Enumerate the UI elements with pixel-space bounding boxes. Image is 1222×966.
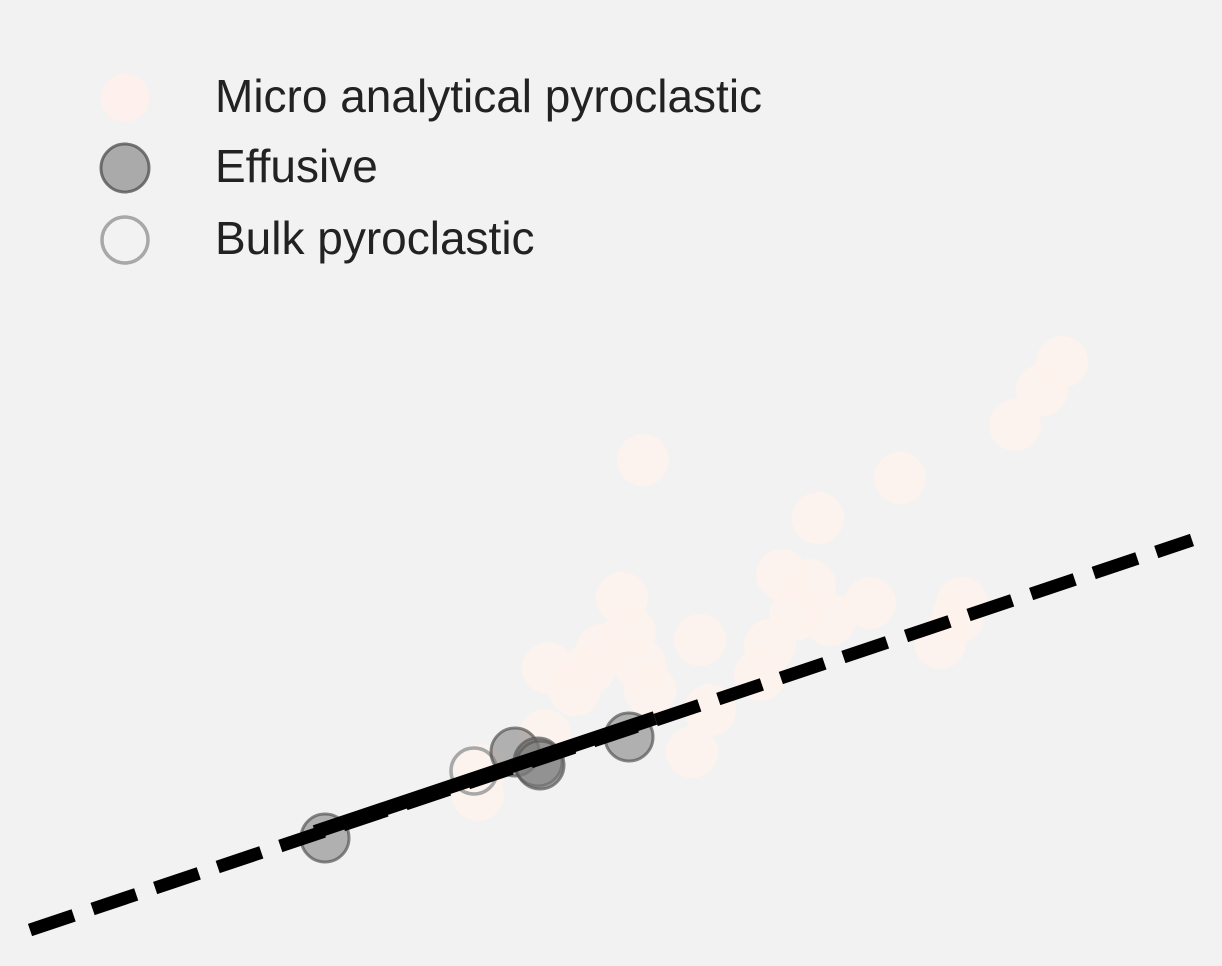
point-micro-23 [804,594,856,646]
point-micro-3 [989,399,1041,451]
legend-label-micro: Micro analytical pyroclastic [215,70,762,122]
point-micro-5 [792,492,844,544]
legend: Micro analytical pyroclastic Effusive Bu… [99,70,762,265]
point-micro-27 [666,726,718,778]
legend-label-bulk: Bulk pyroclastic [215,212,535,264]
lines-layer [27,533,1195,937]
point-micro-4 [874,452,926,504]
legend-marker-effusive [99,142,151,194]
point-micro-13 [674,614,726,666]
point-micro-2 [1016,364,1068,416]
legend-label-effusive: Effusive [215,140,378,192]
legend-marker-micro [101,74,149,122]
solid-trend-line [312,711,658,839]
legend-marker-bulk [100,215,150,265]
point-micro-0 [617,434,669,486]
point-micro-9 [844,577,896,629]
point-micro-20 [549,664,601,716]
points-layer [299,336,1088,864]
point-micro-19 [624,664,676,716]
